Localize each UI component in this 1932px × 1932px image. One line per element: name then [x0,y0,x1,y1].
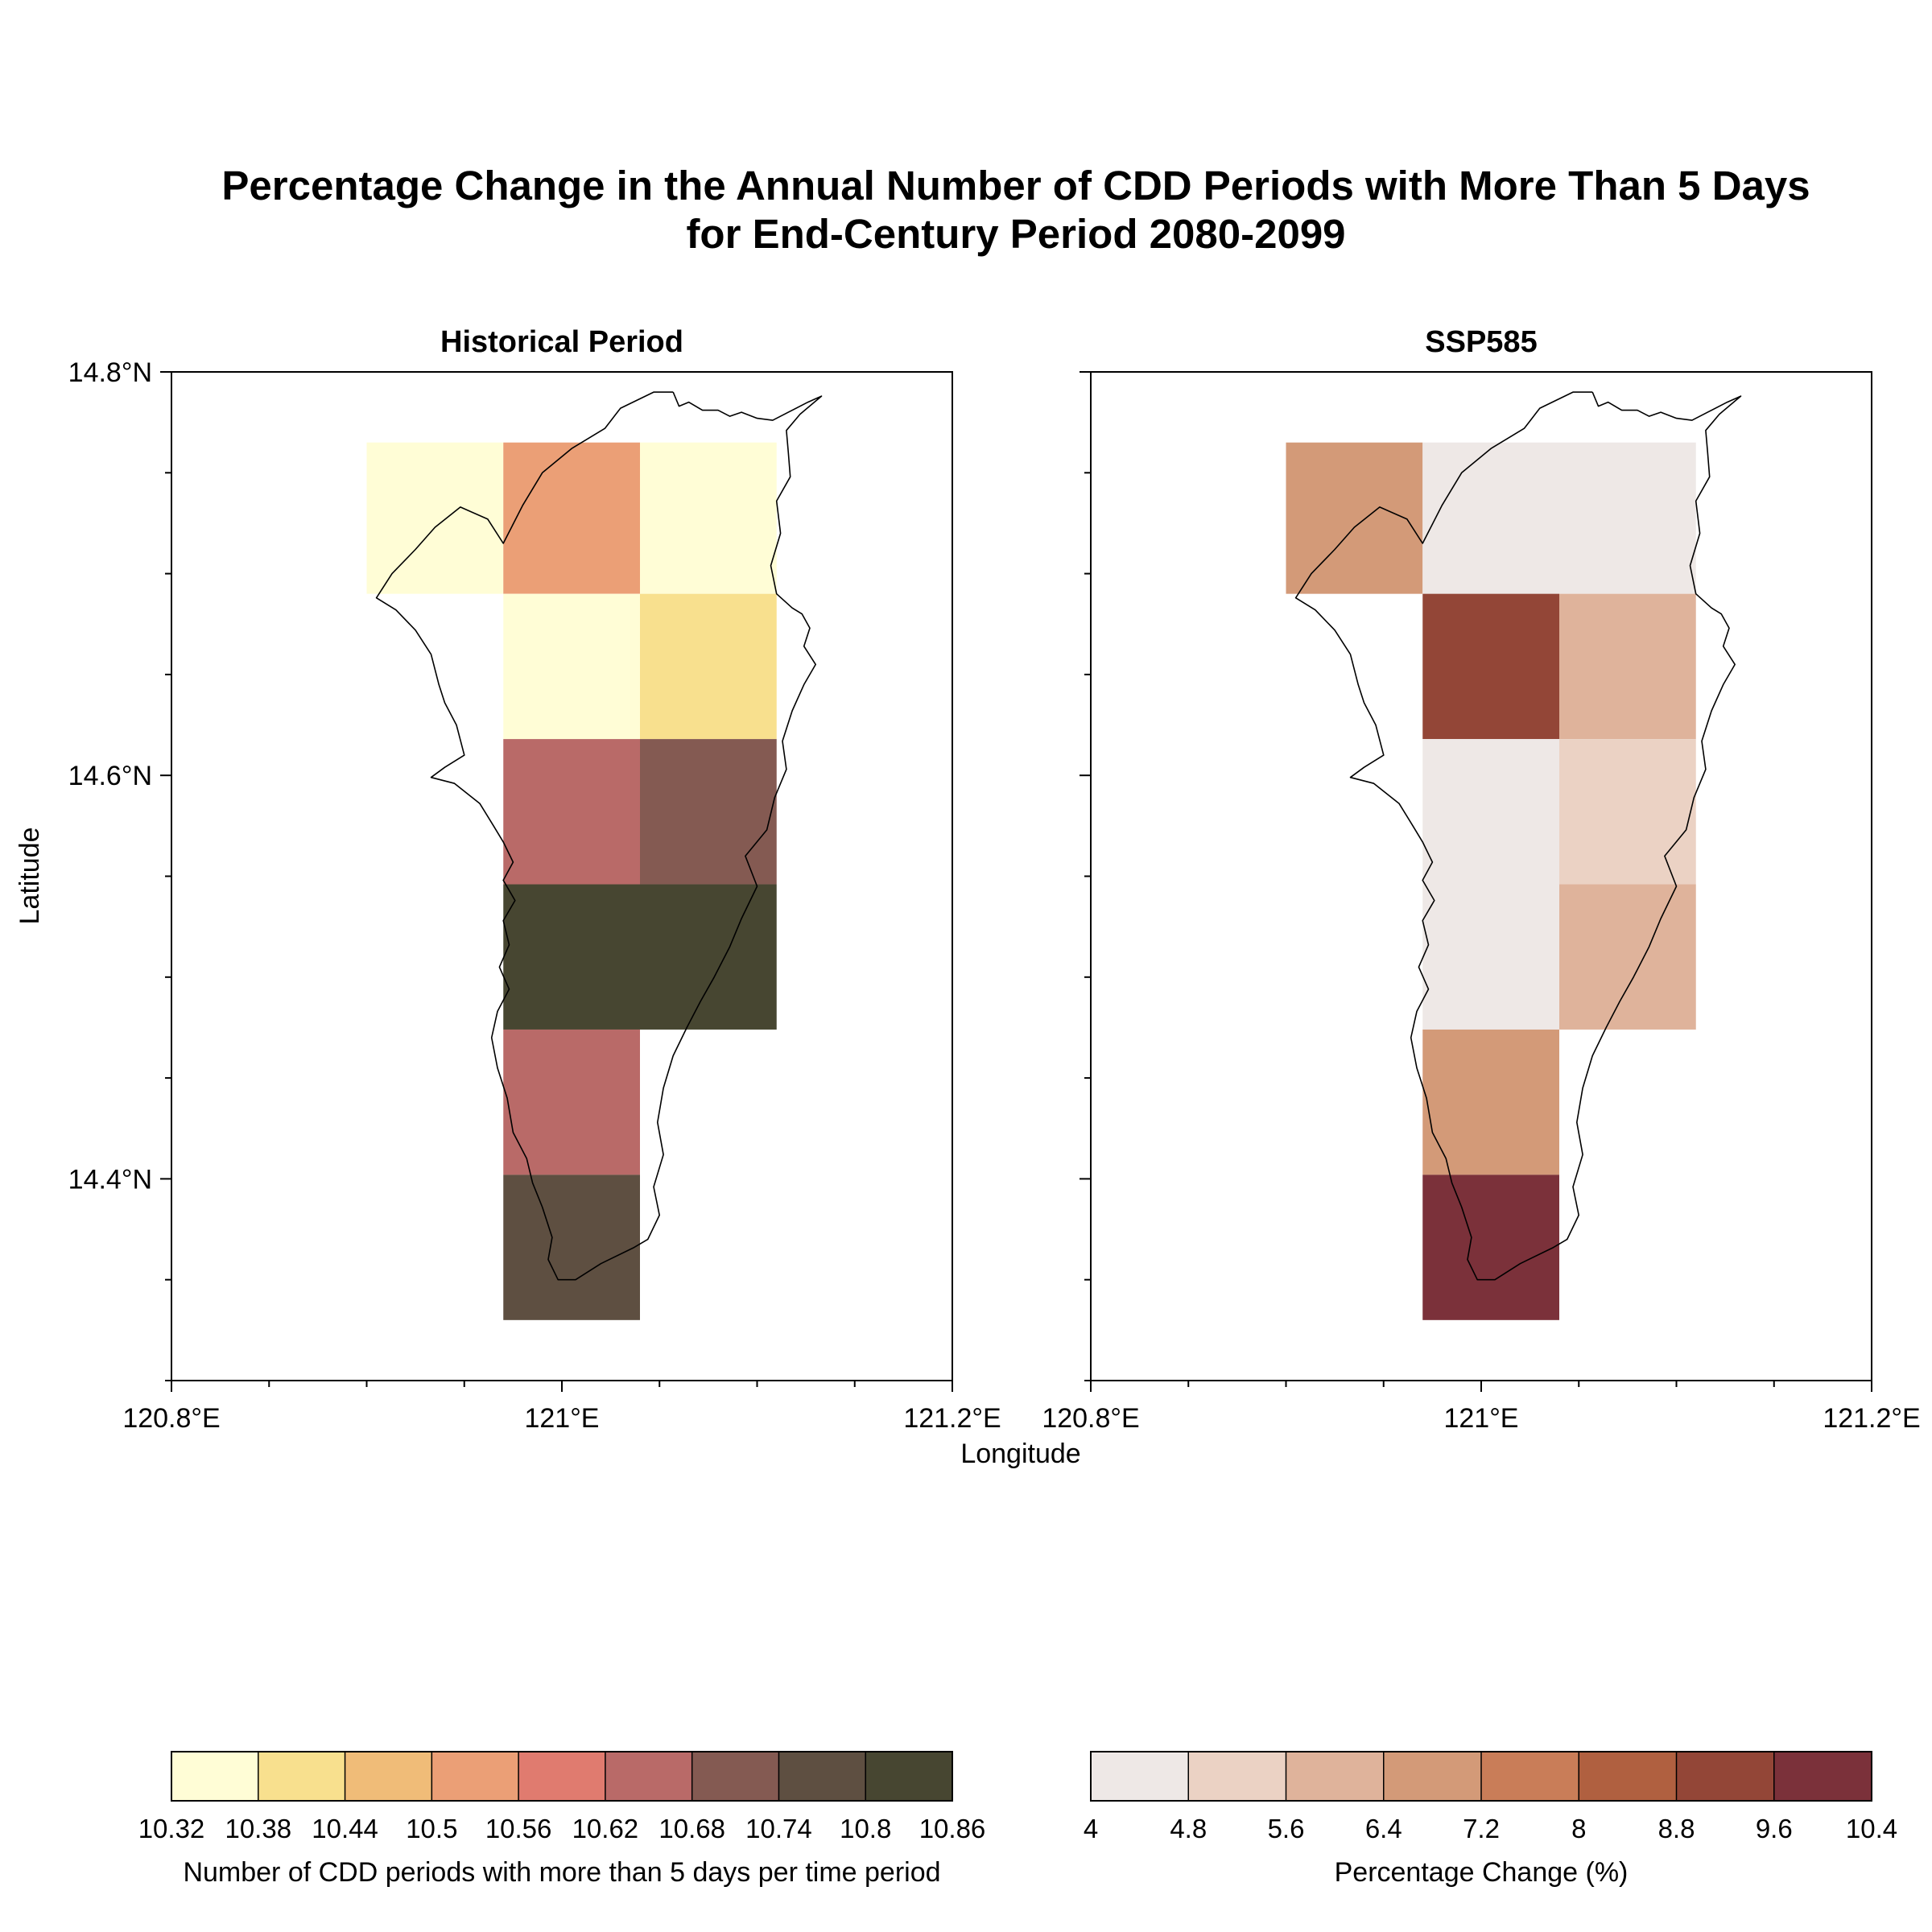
colorbar-swatch [345,1752,432,1801]
grid-cell [640,442,777,594]
colorbar-swatch [1579,1752,1677,1801]
colorbar-swatch [1286,1752,1384,1801]
grid-cell [1422,884,1559,1030]
colorbar-swatch [865,1752,952,1801]
colorbar-label: Percentage Change (%) [1335,1857,1629,1888]
grid-cell [503,739,640,885]
colorbar-tick-label: 7.2 [1463,1814,1500,1843]
grid-cell [503,1029,640,1175]
colorbar-tick-label: 5.6 [1268,1814,1305,1843]
colorbar-tick-label: 6.4 [1365,1814,1402,1843]
colorbar-swatch [1383,1752,1481,1801]
colorbar-tick-label: 4.8 [1170,1814,1207,1843]
grid-cell [503,442,640,594]
colorbar-swatch [518,1752,605,1801]
colorbar-tick-label: 10.68 [658,1814,725,1843]
x-tick-label: 120.8°E [1042,1403,1139,1434]
colorbar-swatch [1091,1752,1189,1801]
x-tick-label: 121°E [1443,1403,1518,1434]
y-tick-label: 14.6°N [68,761,152,791]
x-tick-label: 121.2°E [903,1403,1001,1434]
colorbar-tick-label: 8 [1571,1814,1586,1843]
colorbar-tick-label: 10.44 [312,1814,378,1843]
colorbar-tick-label: 10.62 [572,1814,639,1843]
grid-cell [366,442,504,594]
x-axis-label: Longitude [960,1439,1080,1469]
colorbar-tick-label: 8.8 [1658,1814,1695,1843]
figure-title-line2: for End-Century Period 2080-2099 [686,211,1345,257]
colorbar-swatch [778,1752,866,1801]
colorbar-swatch [1188,1752,1286,1801]
colorbar-tick-label: 10.5 [406,1814,457,1843]
grid-cell [1422,593,1559,740]
colorbar-swatch [1676,1752,1774,1801]
grid-cell [640,884,777,1030]
grid-cell [503,884,640,1030]
colorbar-swatch [1773,1752,1872,1801]
colorbar-swatch [605,1752,692,1801]
ssp585-map-panel: SSP585 120.8°E 121°E 121.2°E [1042,325,1920,1434]
colorbar-tick-label: 10.32 [138,1814,205,1843]
colorbar-swatch [431,1752,519,1801]
x-tick-label: 121°E [524,1403,599,1434]
grid-cell [1286,442,1423,594]
figure-title-line1: Percentage Change in the Annual Number o… [221,163,1810,208]
panel-title: Historical Period [440,325,683,359]
grid-cell [640,739,777,885]
grid-cell [1422,442,1559,594]
ssp585-colorbar: 4 4.8 5.6 6.4 7.2 8 8.8 9.6 10.4 Percentage Chang… [1084,1751,1897,1888]
grid-cell [1422,1174,1559,1320]
grid-cell [640,593,777,740]
grid-cell [1559,884,1696,1030]
coastline [1294,391,1742,1281]
x-tick-label: 120.8°E [122,1403,220,1434]
grid-cell [1422,739,1559,885]
colorbar-tick-label: 10.38 [225,1814,291,1843]
y-tick-label: 14.8°N [68,357,152,388]
grid-cell [1559,739,1696,885]
colorbar-tick-label: 4 [1084,1814,1098,1843]
colorbar-label: Number of CDD periods with more than 5 d… [183,1857,940,1888]
panel-title: SSP585 [1425,325,1537,359]
historical-colorbar: 10.32 10.38 10.44 10.5 10.56 10.62 10.68 10.74 1… [138,1751,986,1888]
grid-cell [1559,442,1696,594]
grid-cell [1422,1029,1559,1175]
colorbar-tick-label: 10.86 [919,1814,986,1843]
colorbar-tick-label: 10.56 [485,1814,552,1843]
colorbar-swatch [171,1752,258,1801]
colorbar-swatch [691,1752,779,1801]
colorbar-swatch [258,1752,345,1801]
colorbar-tick-label: 9.6 [1756,1814,1793,1843]
x-tick-label: 121.2°E [1823,1403,1920,1434]
grid-cell [1559,593,1696,740]
colorbar-swatch [1481,1752,1579,1801]
grid-cell [503,593,640,740]
y-axis-label: Latitude [14,828,45,925]
grid-cell [503,1174,640,1320]
colorbar-tick-label: 10.4 [1846,1814,1897,1843]
coastline [375,391,823,1281]
historical-map-panel: Historical Period 120.8°E 121°E 121.2°E 14.8… [68,325,1001,1434]
colorbar-tick-label: 10.8 [840,1814,891,1843]
colorbar-tick-label: 10.74 [745,1814,812,1843]
y-tick-label: 14.4°N [68,1164,152,1195]
